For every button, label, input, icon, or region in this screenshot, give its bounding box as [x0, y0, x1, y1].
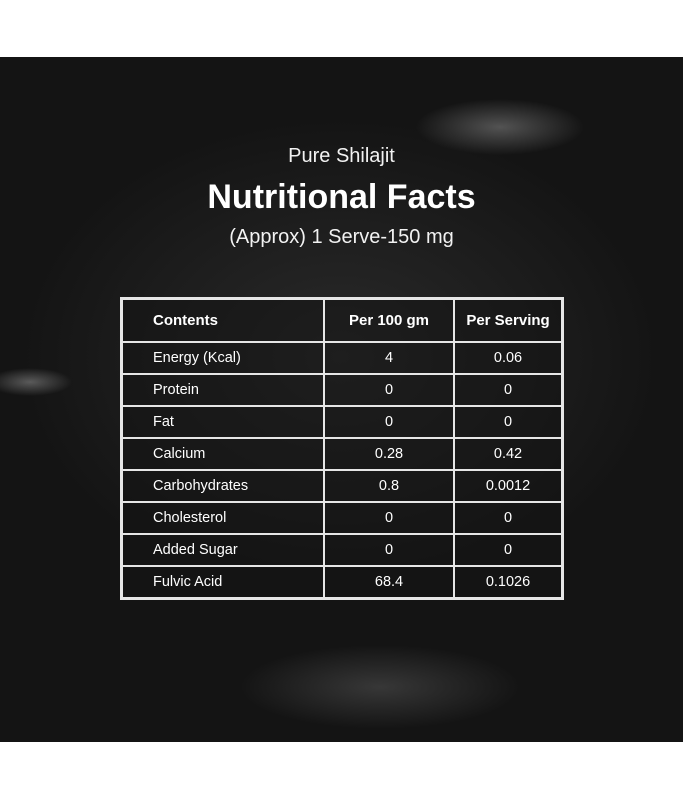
page-title: Nutritional Facts: [207, 178, 476, 216]
per-100gm-value: 0: [324, 534, 454, 566]
serving-size: (Approx) 1 Serve-150 mg: [229, 226, 454, 248]
nutrient-name: Energy (Kcal): [122, 342, 324, 374]
nutrient-name: Calcium: [122, 438, 324, 470]
table-row: Fulvic Acid 68.4 0.1026: [122, 566, 562, 598]
per-100gm-value: 0: [324, 406, 454, 438]
nutrient-name: Protein: [122, 374, 324, 406]
per-100gm-value: 0.8: [324, 470, 454, 502]
nutrient-name: Fulvic Acid: [122, 566, 324, 598]
per-100gm-value: 0.28: [324, 438, 454, 470]
nutrient-name: Cholesterol: [122, 502, 324, 534]
table-row: Energy (Kcal) 4 0.06: [122, 342, 562, 374]
header-per-100gm: Per 100 gm: [324, 299, 454, 342]
brand-name: Pure Shilajit: [288, 145, 395, 167]
per-serving-value: 0.42: [454, 438, 562, 470]
table-row: Protein 0 0: [122, 374, 562, 406]
nutrient-name: Added Sugar: [122, 534, 324, 566]
header-contents: Contents: [122, 299, 324, 342]
table-row: Fat 0 0: [122, 406, 562, 438]
nutrient-name: Carbohydrates: [122, 470, 324, 502]
table-header-row: Contents Per 100 gm Per Serving: [122, 299, 562, 342]
per-serving-value: 0.1026: [454, 566, 562, 598]
per-serving-value: 0: [454, 534, 562, 566]
table-row: Calcium 0.28 0.42: [122, 438, 562, 470]
per-serving-value: 0.0012: [454, 470, 562, 502]
per-serving-value: 0.06: [454, 342, 562, 374]
nutrition-table: Contents Per 100 gm Per Serving Energy (…: [120, 297, 564, 600]
per-serving-value: 0: [454, 374, 562, 406]
per-100gm-value: 0: [324, 502, 454, 534]
per-100gm-value: 4: [324, 342, 454, 374]
table-row: Carbohydrates 0.8 0.0012: [122, 470, 562, 502]
table-row: Added Sugar 0 0: [122, 534, 562, 566]
table-row: Cholesterol 0 0: [122, 502, 562, 534]
nutrient-name: Fat: [122, 406, 324, 438]
per-100gm-value: 68.4: [324, 566, 454, 598]
per-serving-value: 0: [454, 406, 562, 438]
per-100gm-value: 0: [324, 374, 454, 406]
header-per-serving: Per Serving: [454, 299, 562, 342]
per-serving-value: 0: [454, 502, 562, 534]
